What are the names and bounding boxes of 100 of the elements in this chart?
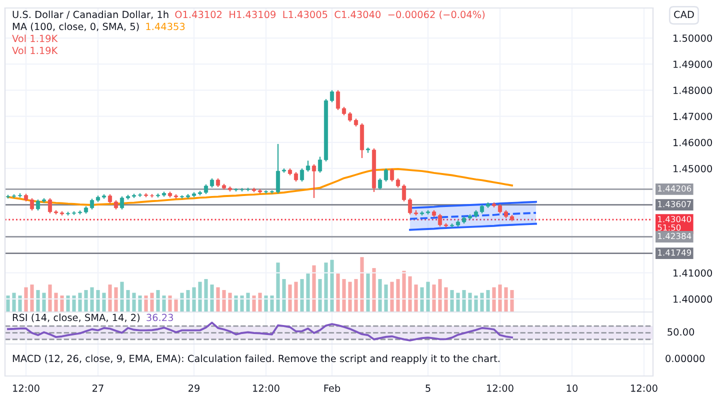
bar xyxy=(60,296,64,312)
bar xyxy=(282,279,286,312)
candlestick xyxy=(384,168,388,182)
text: MACD (12, 26, close, 9, EMA, EMA): Calculation failed. Remove the script and reapply it to the chart. xyxy=(12,354,500,364)
text: CAD xyxy=(674,10,694,18)
bar xyxy=(168,296,172,312)
bar xyxy=(396,279,400,312)
bar xyxy=(372,268,376,312)
bar xyxy=(120,282,124,312)
bar xyxy=(438,279,442,312)
y-tick-label: 1.49000 xyxy=(674,60,712,68)
bar xyxy=(384,284,388,312)
bar xyxy=(354,279,358,312)
candlestick xyxy=(390,168,394,182)
y-tick-label: 1.47000 xyxy=(674,112,712,120)
candlestick xyxy=(438,213,442,227)
bar xyxy=(192,287,196,312)
bar xyxy=(504,287,508,312)
bar xyxy=(300,279,304,312)
bar xyxy=(402,270,406,312)
bar xyxy=(222,290,226,312)
x-tick-label: 12:00 xyxy=(253,384,280,392)
bar xyxy=(162,296,166,312)
bar xyxy=(390,282,394,312)
candlestick xyxy=(120,196,124,210)
bar xyxy=(420,287,424,312)
bar xyxy=(366,274,370,312)
bar xyxy=(198,282,202,312)
candlestick xyxy=(90,198,94,210)
candlestick xyxy=(330,90,334,103)
bar xyxy=(66,296,70,312)
bar xyxy=(330,260,334,312)
bar xyxy=(96,290,100,312)
bar xyxy=(474,296,478,312)
bar xyxy=(342,279,346,312)
bar xyxy=(486,290,490,312)
bar xyxy=(48,284,52,312)
bar xyxy=(324,262,328,312)
bar xyxy=(408,276,412,312)
bar xyxy=(114,287,118,312)
annotation: O1.43102 H1.43109 L1.43005 C1.43040 −0.00062 (−0.04%) xyxy=(175,10,485,20)
bar xyxy=(468,292,472,312)
candlestick xyxy=(108,194,112,204)
y-tick-label: 1.48000 xyxy=(674,86,712,94)
line-series xyxy=(409,212,537,220)
bar xyxy=(234,296,238,312)
y-tick-label: 1.46000 xyxy=(674,138,712,146)
bar xyxy=(90,287,94,312)
candlestick xyxy=(114,200,118,210)
bar xyxy=(306,274,310,312)
text: 0.00000 xyxy=(666,354,705,362)
bar xyxy=(24,287,28,312)
bar xyxy=(336,274,340,312)
candlestick xyxy=(312,164,316,199)
bar xyxy=(138,296,142,312)
bar xyxy=(456,292,460,312)
x-tick-label: 12:00 xyxy=(631,384,658,392)
bar xyxy=(240,296,244,312)
x-tick-label: 12:00 xyxy=(487,384,514,392)
bar xyxy=(102,292,106,312)
bar xyxy=(378,279,382,312)
chart-title: U.S. Dollar / Canadian Dollar, 1h xyxy=(12,10,168,20)
bar xyxy=(126,290,130,312)
bar xyxy=(36,290,40,312)
candlestick xyxy=(378,178,382,190)
bar xyxy=(492,287,496,312)
line-series xyxy=(409,200,537,209)
annotation: Vol 1.19K xyxy=(12,46,58,54)
candlestick xyxy=(318,156,322,174)
bar xyxy=(150,292,154,312)
bar xyxy=(78,292,82,312)
candlestick xyxy=(396,178,400,188)
bar xyxy=(498,284,502,312)
bar xyxy=(144,296,148,312)
candlestick xyxy=(276,143,280,194)
bar xyxy=(72,296,76,312)
bar xyxy=(480,292,484,312)
bar xyxy=(294,282,298,312)
text: 50.00 xyxy=(668,328,694,336)
x-tick-label: 10 xyxy=(566,384,578,392)
annotation: MA (100, close, 0, SMA, 5) xyxy=(12,22,139,32)
candlestick xyxy=(48,198,52,214)
bar xyxy=(432,284,436,312)
bar xyxy=(30,284,34,312)
candlestick xyxy=(498,204,502,214)
annotation: Vol 1.19K xyxy=(12,34,58,42)
bar xyxy=(54,292,58,312)
bar xyxy=(210,284,214,312)
x-tick-label: Feb xyxy=(324,384,340,392)
x-tick-label: 27 xyxy=(92,384,104,392)
ref-line-label: 1.43607 xyxy=(658,200,691,208)
candlestick xyxy=(300,168,304,182)
candlestick xyxy=(210,178,214,188)
bar xyxy=(426,282,430,312)
bar xyxy=(18,296,22,312)
bar xyxy=(414,284,418,312)
y-tick-label: 1.45000 xyxy=(674,164,712,172)
candlestick xyxy=(402,184,406,202)
bar xyxy=(42,292,46,312)
x-tick-label: 29 xyxy=(188,384,200,392)
